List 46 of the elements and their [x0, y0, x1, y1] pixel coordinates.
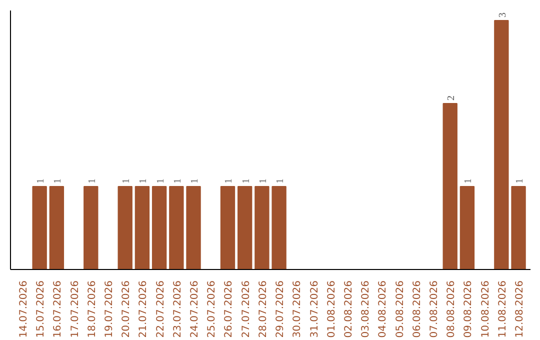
x-tick-label: 14.07.2026 [18, 280, 30, 338]
x-tick-label: 12.08.2026 [514, 280, 526, 338]
x-tick-label: 16.07.2026 [52, 280, 64, 338]
x-tick-label: 18.07.2026 [86, 280, 98, 338]
x-tick-label: 27.07.2026 [240, 280, 252, 338]
x-tick-label: 01.08.2026 [326, 280, 338, 338]
x-tick-label: 03.08.2026 [360, 280, 372, 338]
x-tick-label: 02.08.2026 [343, 280, 354, 338]
x-tick-label: 19.07.2026 [104, 280, 115, 338]
x-tick-label: 11.08.2026 [497, 280, 508, 338]
x-tick-label: 22.07.2026 [155, 280, 166, 338]
x-tick-label: 09.08.2026 [463, 280, 474, 338]
x-tick-label: 31.07.2026 [309, 280, 320, 338]
x-tick-label: 29.07.2026 [275, 280, 286, 338]
data-label: 1 [190, 178, 201, 184]
x-tick-label: 17.07.2026 [70, 280, 81, 338]
data-label: 3 [497, 12, 508, 18]
data-label: 1 [240, 178, 252, 184]
data-label: 1 [52, 178, 64, 184]
data-label: 1 [514, 178, 526, 184]
x-tick-label: 08.08.2026 [446, 280, 458, 338]
data-label: 1 [172, 178, 184, 184]
data-label: 1 [258, 178, 269, 184]
data-label: 1 [155, 178, 166, 184]
data-label: 1 [275, 178, 286, 184]
x-tick-label: 15.07.2026 [36, 280, 47, 338]
x-tick-label: 05.08.2026 [394, 280, 406, 338]
x-tick-label: 30.07.2026 [292, 280, 304, 338]
x-tick-label: 07.08.2026 [429, 280, 440, 338]
data-label: 1 [86, 178, 98, 184]
x-tick-label: 04.08.2026 [378, 280, 389, 338]
data-label: 1 [36, 178, 47, 184]
x-tick-label: 21.07.2026 [138, 280, 150, 338]
data-label: 1 [224, 178, 235, 184]
x-tick-label: 20.07.2026 [121, 280, 132, 338]
x-tick-label: 24.07.2026 [190, 280, 201, 338]
x-tick-label: 10.08.2026 [480, 280, 492, 338]
x-tick-label: 28.07.2026 [258, 280, 269, 338]
data-label: 1 [121, 178, 132, 184]
x-tick-label: 06.08.2026 [412, 280, 423, 338]
data-label: 1 [463, 178, 474, 184]
data-label: 1 [138, 178, 150, 184]
x-tick-label: 25.07.2026 [206, 280, 218, 338]
data-label: 2 [446, 95, 458, 100]
x-tick-label: 26.07.2026 [224, 280, 235, 338]
x-tick-label: 23.07.2026 [172, 280, 184, 338]
